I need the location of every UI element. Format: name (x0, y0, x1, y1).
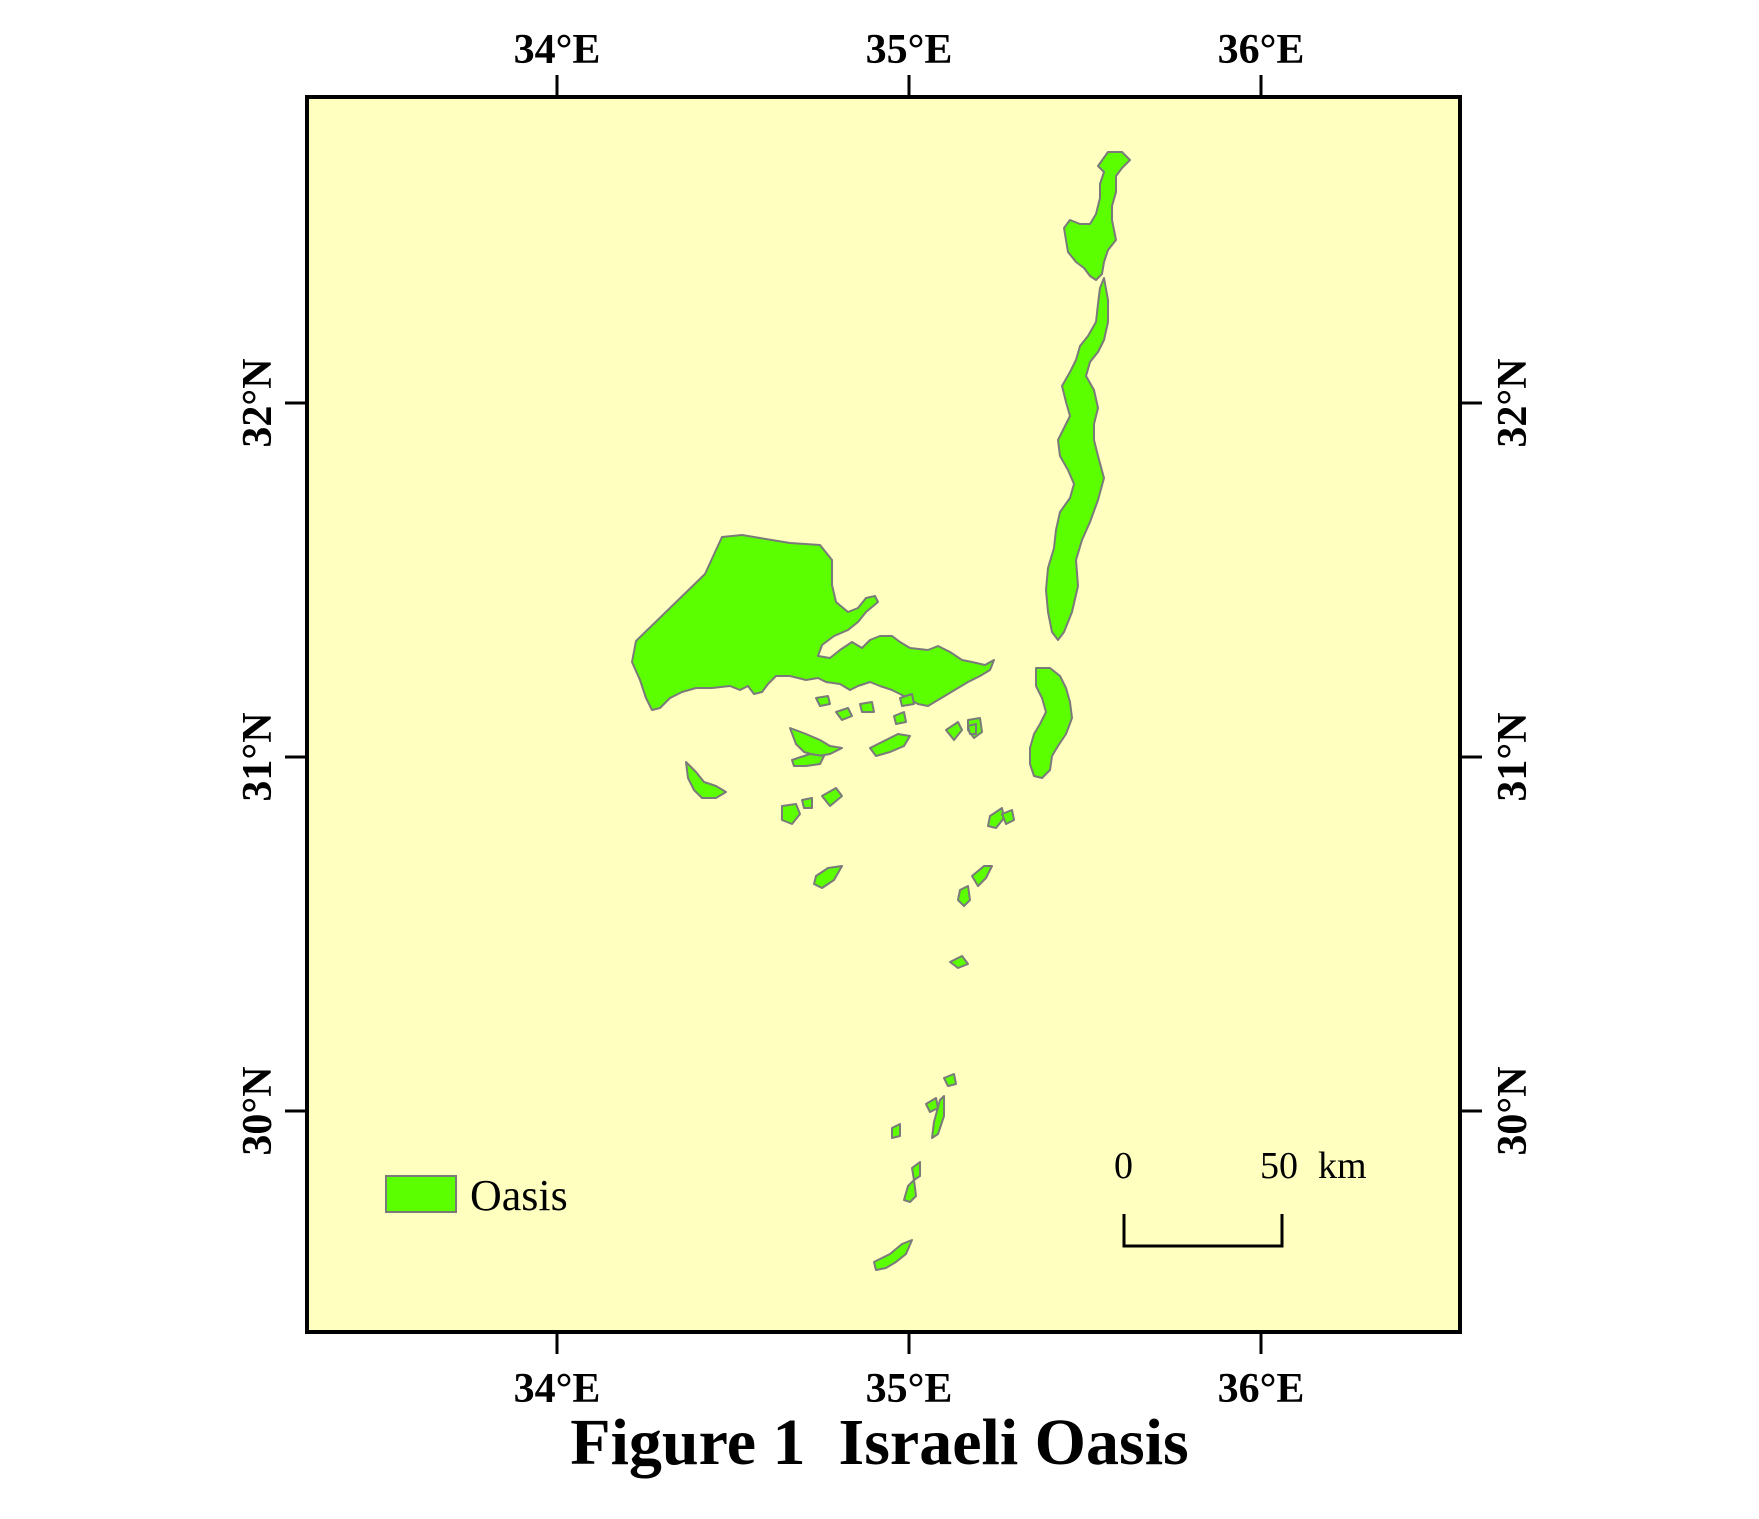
oasis-patch (835, 707, 853, 721)
scale-bar: 0 50 km (1114, 1145, 1367, 1248)
oasis-patch (957, 885, 971, 907)
longitude-tick-label: 36°E (1218, 1366, 1305, 1412)
latitude-tick-label: 31°N (235, 712, 281, 801)
latitude-ticks-right: 32°N 31°N 30°N (1460, 358, 1536, 1156)
legend-swatch (385, 1175, 457, 1213)
oasis-region-jordan-valley-middle (1045, 277, 1109, 641)
oasis-patch (967, 723, 977, 735)
oasis-region-western (631, 534, 995, 711)
scale-end-label: 50 (1260, 1145, 1298, 1187)
oasis-region-jordan-valley (1063, 151, 1131, 281)
oasis-patch (821, 787, 843, 807)
latitude-ticks-left: 32°N 31°N 30°N (235, 358, 307, 1156)
oasis-region-dead-sea (1029, 667, 1073, 779)
oasis-patch (893, 711, 907, 725)
oasis-patch (869, 733, 911, 757)
oasis-patch (931, 1095, 945, 1139)
latitude-tick-label: 32°N (1490, 358, 1536, 447)
longitude-tick-label: 34°E (514, 27, 601, 73)
map-frame (305, 95, 1462, 1334)
oasis-patch (903, 1179, 917, 1203)
longitude-tick-label: 34°E (514, 1366, 601, 1412)
oasis-patch (801, 797, 813, 809)
oasis-patch (891, 1123, 901, 1139)
scale-bar-line (1122, 1214, 1284, 1248)
oasis-patch (685, 761, 727, 799)
latitude-tick-label: 31°N (1490, 712, 1536, 801)
oasis-patch (789, 727, 843, 757)
latitude-tick-label: 30°N (1490, 1066, 1536, 1155)
longitude-tick-label: 35°E (866, 27, 953, 73)
oasis-patch (911, 1161, 921, 1181)
oasis-patch (873, 1239, 913, 1271)
oasis-patch (1001, 809, 1015, 825)
oasis-patch (987, 807, 1005, 829)
latitude-tick-label: 32°N (235, 358, 281, 447)
oasis-patch (791, 753, 825, 767)
oasis-patch (781, 803, 801, 825)
scale-unit-label: km (1318, 1145, 1367, 1187)
oasis-patch (971, 865, 993, 887)
scale-start-label: 0 (1114, 1145, 1133, 1187)
figure-caption: Figure 1 Israeli Oasis (570, 1406, 1189, 1479)
oasis-patch (945, 721, 963, 741)
oasis-patch (943, 1073, 957, 1087)
longitude-tick-label: 35°E (866, 1366, 953, 1412)
oasis-features (631, 151, 1131, 1271)
longitude-ticks-top: 34°E 35°E 36°E (514, 27, 1305, 97)
oasis-patch (949, 955, 969, 969)
latitude-tick-label: 30°N (235, 1066, 281, 1155)
oasis-patch (899, 693, 915, 707)
oasis-patch (813, 865, 843, 889)
longitude-ticks-bottom: 34°E 35°E 36°E (514, 1332, 1305, 1412)
oasis-patch (859, 701, 875, 713)
legend-label: Oasis (470, 1171, 568, 1220)
oasis-patch (815, 695, 831, 707)
longitude-tick-label: 36°E (1218, 27, 1305, 73)
